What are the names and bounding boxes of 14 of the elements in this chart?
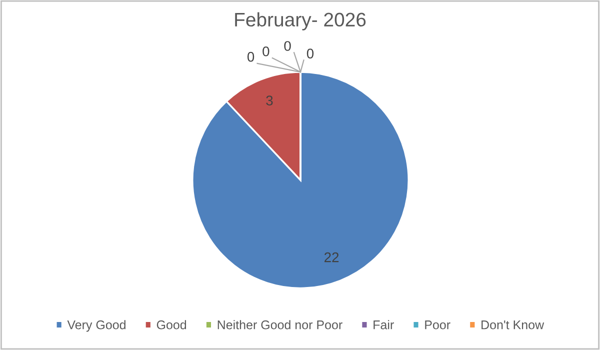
legend-label: Poor: [425, 320, 450, 330]
text: 0: [284, 41, 291, 51]
legend-label: Neither Good nor Poor: [218, 320, 342, 330]
data-label: 22: [324, 252, 339, 262]
text: 0: [247, 52, 254, 62]
legend-label: Good: [156, 320, 186, 330]
pie-slice: [192, 71, 410, 290]
legend-label: Don't Know: [482, 320, 544, 330]
text: 0: [262, 46, 270, 56]
data-label: 3: [266, 96, 273, 106]
text: 0: [306, 48, 314, 58]
legend-label: Fair: [374, 320, 394, 330]
chart-title: February- 2026: [235, 12, 366, 30]
legend-label: Very Good: [67, 320, 126, 332]
